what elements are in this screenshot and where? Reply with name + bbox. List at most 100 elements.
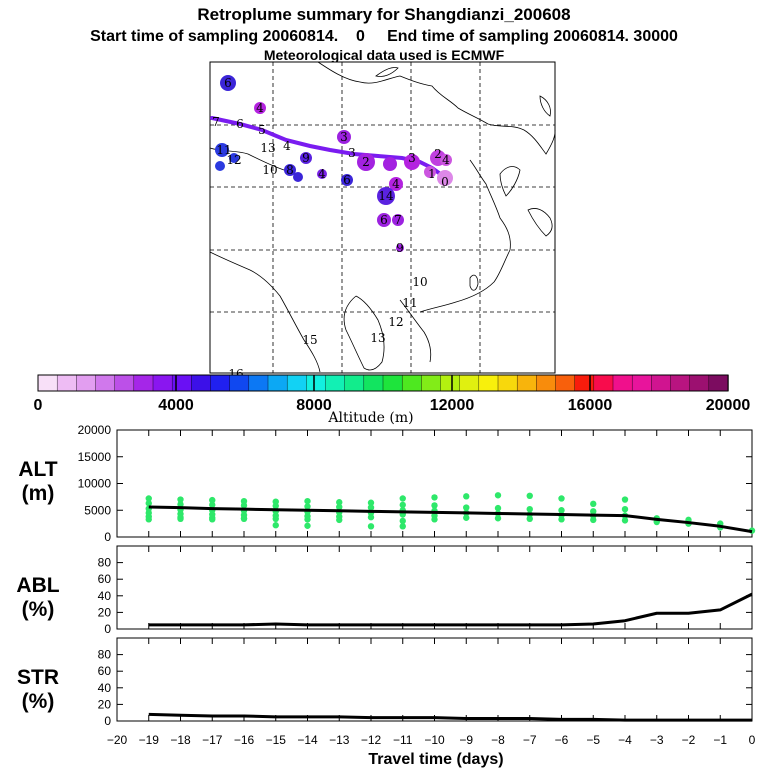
colorbar-swatch xyxy=(574,374,595,392)
coastline-korea xyxy=(499,166,521,197)
colorbar-swatch xyxy=(497,374,518,392)
scatter-point xyxy=(304,522,311,529)
scatter-point xyxy=(558,495,565,502)
x-tick-label: −16 xyxy=(234,733,255,747)
colorbar-swatch xyxy=(114,374,135,392)
map-day-label: 2 xyxy=(434,147,442,161)
map-day-label: 2 xyxy=(362,155,370,169)
scatter-point xyxy=(336,499,343,506)
scatter-point xyxy=(399,517,406,525)
colorbar-frame xyxy=(37,374,729,392)
colorbar-swatch xyxy=(286,374,308,392)
scatter-point xyxy=(177,496,184,503)
colorbar-swatch xyxy=(689,374,710,392)
map-day-label: 14 xyxy=(378,189,394,203)
x-tick-label: −13 xyxy=(329,733,350,747)
scatter-point xyxy=(209,501,216,509)
map-gridlines xyxy=(210,62,555,373)
map-day-label: 6 xyxy=(343,173,351,187)
x-tick-label: −15 xyxy=(266,733,287,747)
panel-title-line: STR xyxy=(17,666,59,689)
panel-title-unit: (%) xyxy=(22,598,55,621)
y-tick-label: 15000 xyxy=(78,450,112,464)
trajectory-centroid-line xyxy=(210,116,448,180)
plume-blob xyxy=(293,172,303,182)
scatter-point xyxy=(304,497,311,505)
figure-title: Retroplume summary for Shangdianzi_20060… xyxy=(197,5,570,24)
colorbar-swatch xyxy=(536,374,557,392)
x-tick-label: −5 xyxy=(586,733,600,747)
map-day-label: 1 xyxy=(428,167,436,181)
y-tick-label: 10000 xyxy=(78,477,112,491)
y-tick-label: 80 xyxy=(98,648,112,662)
scatter-point xyxy=(145,500,152,507)
y-tick-label: 20 xyxy=(98,697,112,711)
map-day-label: 4 xyxy=(283,139,291,153)
colorbar-tick-label: 16000 xyxy=(568,397,613,414)
plume-blob xyxy=(396,244,404,252)
coastline-south-asia xyxy=(209,251,321,373)
map-day-label: 12 xyxy=(388,315,403,329)
scatter-point xyxy=(240,515,248,523)
plume-blob xyxy=(215,143,229,157)
colorbar-swatch xyxy=(95,374,116,392)
map-day-label: 7 xyxy=(212,115,220,129)
scatter-point xyxy=(494,492,502,499)
x-tick-label: −4 xyxy=(618,733,632,747)
colorbar-swatch xyxy=(306,374,327,392)
colorbar-swatch xyxy=(171,374,193,392)
colorbar-label: Altitude (m) xyxy=(327,410,413,426)
colorbar-swatch xyxy=(478,374,499,392)
scatter-point xyxy=(336,503,343,511)
colorbar-swatch xyxy=(516,374,538,392)
scatter-point xyxy=(431,502,438,509)
colorbar-swatch xyxy=(440,374,461,392)
met-data-line: Meteorological data used is ECMWF xyxy=(264,47,505,63)
map-day-label: 12 xyxy=(226,153,241,167)
scatter-point xyxy=(272,515,279,523)
map-day-label: 6 xyxy=(224,76,232,90)
plume-blob xyxy=(377,187,395,205)
colorbar-swatch xyxy=(133,374,154,392)
scatter-point xyxy=(621,496,629,503)
colorbar-swatch xyxy=(267,374,288,392)
x-tick-label: −3 xyxy=(650,733,664,747)
map-day-label: 3 xyxy=(348,146,356,160)
map-coastlines xyxy=(209,61,556,373)
panel-title-unit: (m) xyxy=(22,482,55,505)
scatter-point xyxy=(558,516,565,523)
coastline-east xyxy=(419,159,511,313)
series-line xyxy=(148,592,753,627)
scatter-point xyxy=(431,494,438,501)
map-day-label: 13 xyxy=(370,331,385,345)
colorbar-tick-label: 0 xyxy=(34,397,43,414)
panel-title-line: ABL xyxy=(16,574,59,597)
x-tick-label: −14 xyxy=(297,733,318,747)
map-day-label: 9 xyxy=(396,241,404,255)
plume-blob xyxy=(300,152,312,164)
x-tick-label: −6 xyxy=(555,733,569,747)
coastline-japan xyxy=(527,208,553,237)
colorbar-swatch xyxy=(56,374,78,392)
x-tick-label: −20 xyxy=(107,733,128,747)
map-day-label: 10 xyxy=(412,275,427,289)
plume-blob xyxy=(215,161,225,171)
scatter-point xyxy=(399,501,406,509)
scatter-point xyxy=(336,516,343,524)
coastline-lake xyxy=(375,67,399,77)
y-tick-label: 40 xyxy=(98,681,112,695)
plume-blob xyxy=(337,130,351,144)
scatter-point xyxy=(494,515,502,522)
plume-blob xyxy=(424,166,436,178)
map-day-label: 8 xyxy=(286,163,294,177)
scatter-point xyxy=(367,504,375,511)
plume-blob xyxy=(284,164,296,176)
scatter-point xyxy=(240,502,248,509)
coastline-north xyxy=(317,61,556,155)
altitude-colorbar: 0 4000 8000 12000 16000 20000 xyxy=(34,374,750,414)
scatter-point xyxy=(177,501,184,508)
y-tick-label: 20000 xyxy=(78,423,112,437)
scatter-point xyxy=(526,505,533,513)
time-series-panels: ALT(m)05000100001500020000ABL(%)02040608… xyxy=(16,423,755,747)
y-tick-label: 20 xyxy=(98,605,112,619)
